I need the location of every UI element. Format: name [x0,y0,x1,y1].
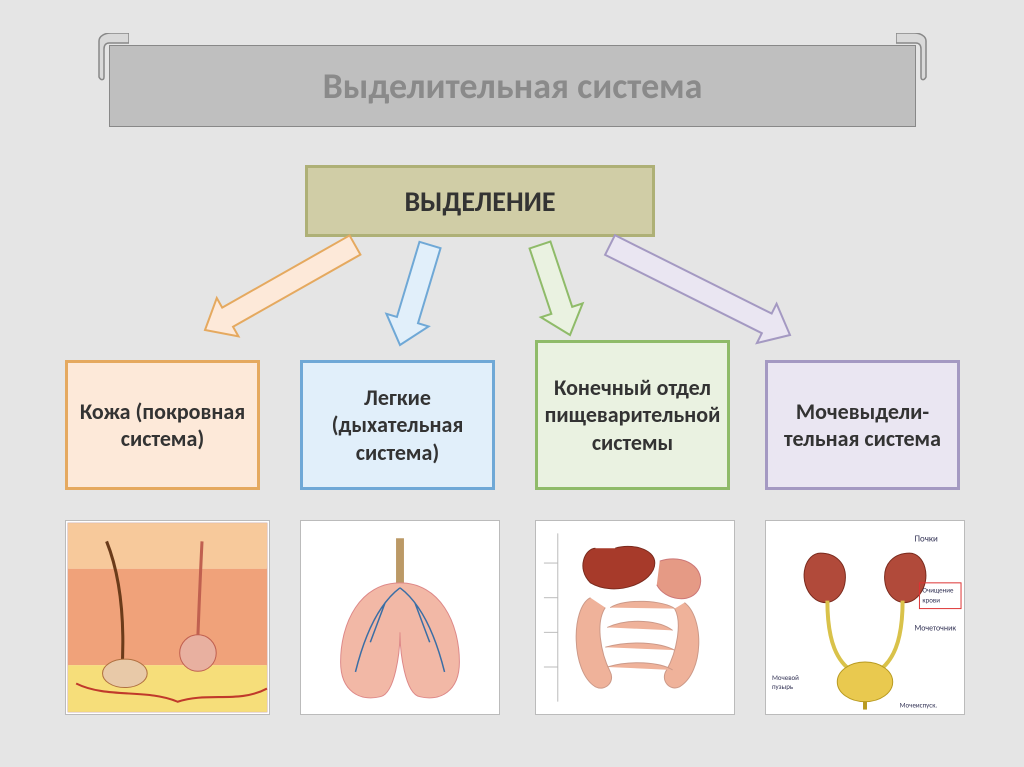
page-title: Выделительная система [323,64,703,108]
category-label: Конечный отдел пищеварительной системы [545,374,721,457]
category-label: Мочевыдели-тельная система [776,398,949,453]
svg-text:Почки: Почки [915,534,939,544]
root-label: ВЫДЕЛЕНИЕ [404,184,555,219]
arrow-icon [379,239,451,352]
arrow-icon [519,238,591,342]
category-box: Конечный отдел пищеварительной системы [535,340,730,490]
illustration [65,520,270,715]
svg-text:Мочеиспуск.: Мочеиспуск. [900,701,938,710]
arrow-icon [194,226,366,349]
skin-icon [66,520,269,715]
arrow-icon [600,225,800,354]
lungs-icon [301,520,499,715]
svg-text:Мочеточник: Мочеточник [915,623,957,633]
svg-text:крови: крови [922,596,940,605]
category-box: Мочевыдели-тельная система [765,360,960,490]
urinary-icon: Почки Очищение крови Мочеточник Мочевой … [766,520,964,715]
svg-text:Мочевой: Мочевой [772,673,799,682]
illustration [535,520,735,715]
digestive-icon [536,520,734,715]
category-label: Легкие (дыхательная система) [311,384,484,467]
category-box: Легкие (дыхательная система) [300,360,495,490]
banner-body: Выделительная система [109,45,916,127]
svg-text:пузырь: пузырь [772,682,794,691]
slide: Выделительная система ВЫДЕЛЕНИЕ Кожа (по… [0,0,1024,767]
svg-text:Очищение: Очищение [922,586,954,595]
category-label: Кожа (покровная система) [76,398,249,453]
category-box: Кожа (покровная система) [65,360,260,490]
illustration [300,520,500,715]
title-banner: Выделительная система [95,35,930,130]
illustration: Почки Очищение крови Мочеточник Мочевой … [765,520,965,715]
root-box: ВЫДЕЛЕНИЕ [305,165,655,237]
